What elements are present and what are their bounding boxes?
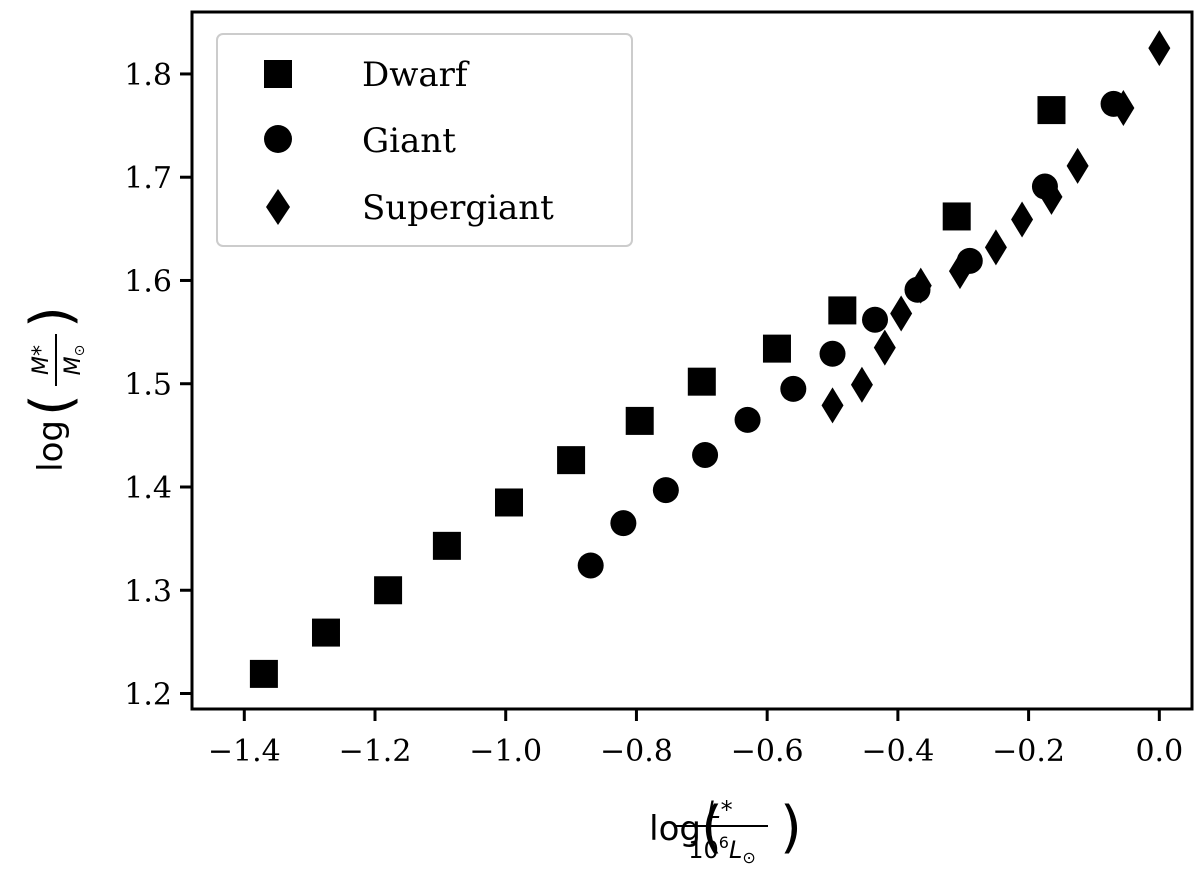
x-tick-label: −0.4 bbox=[861, 734, 934, 769]
y-axis-label-text: log bbox=[31, 420, 71, 472]
y-axis-label-close-paren: ) bbox=[19, 306, 84, 328]
y-axis-label-numerator: M* bbox=[29, 345, 54, 375]
data-point-supergiant bbox=[850, 366, 873, 403]
data-point-dwarf bbox=[625, 406, 654, 435]
data-point-supergiant bbox=[984, 229, 1007, 266]
x-tick-label: 0.0 bbox=[1135, 734, 1183, 769]
y-tick-label: 1.3 bbox=[124, 574, 172, 609]
x-tick-label: −1.4 bbox=[208, 734, 281, 769]
x-axis-label-fraction: L* bbox=[707, 796, 732, 824]
legend-marker-dwarf bbox=[264, 60, 292, 88]
data-point-supergiant bbox=[821, 387, 844, 424]
data-point-supergiant bbox=[909, 267, 932, 304]
data-point-dwarf bbox=[687, 367, 716, 396]
legend-box bbox=[216, 33, 633, 247]
data-point-supergiant bbox=[948, 253, 971, 290]
data-point-dwarf bbox=[762, 334, 791, 363]
data-point-supergiant bbox=[1040, 178, 1063, 215]
data-point-dwarf bbox=[374, 576, 403, 605]
y-tick-label: 1.2 bbox=[124, 678, 172, 713]
data-point-supergiant bbox=[873, 329, 896, 366]
data-point-giant bbox=[610, 510, 637, 537]
x-tick-label: −1.0 bbox=[469, 734, 542, 769]
y-axis-label-open-paren: ( bbox=[19, 394, 84, 416]
data-point-giant bbox=[780, 375, 807, 402]
legend: Dwarf Giant Supergiant bbox=[216, 33, 633, 247]
data-point-giant bbox=[862, 306, 889, 333]
x-tick-label: −0.8 bbox=[600, 734, 673, 769]
data-point-supergiant bbox=[1148, 30, 1171, 67]
data-point-supergiant bbox=[1011, 201, 1034, 238]
y-tick-label: 1.7 bbox=[124, 161, 172, 196]
legend-label-dwarf: Dwarf bbox=[362, 55, 470, 95]
points-layer bbox=[249, 30, 1171, 688]
plot-frame bbox=[190, 10, 1194, 711]
legend-label-supergiant: Supergiant bbox=[362, 188, 554, 228]
data-point-dwarf bbox=[828, 296, 857, 325]
data-point-supergiant bbox=[1112, 90, 1135, 127]
data-point-giant bbox=[819, 340, 846, 367]
y-axis-label: log ( M* M⊙ ) bbox=[19, 306, 88, 472]
y-axis-label-denominator: M⊙ bbox=[61, 345, 88, 376]
data-point-giant bbox=[652, 477, 679, 504]
y-tick-label: 1.5 bbox=[124, 368, 172, 403]
data-point-dwarf bbox=[432, 531, 461, 560]
x-axis-label: log( L* 106L⊙ ) bbox=[649, 795, 802, 867]
data-point-dwarf bbox=[311, 618, 340, 647]
y-tick-label: 1.6 bbox=[124, 264, 172, 299]
data-point-dwarf bbox=[557, 446, 586, 475]
x-tick-label: −0.2 bbox=[992, 734, 1065, 769]
y-tick-label: 1.4 bbox=[124, 471, 172, 506]
data-point-dwarf bbox=[249, 659, 278, 688]
legend-marker-giant bbox=[264, 125, 292, 153]
legend-label-giant: Giant bbox=[362, 121, 456, 161]
data-point-supergiant bbox=[890, 295, 913, 332]
data-point-giant bbox=[577, 552, 604, 579]
data-point-giant bbox=[692, 441, 719, 468]
y-tick-label: 1.8 bbox=[124, 58, 172, 93]
data-point-dwarf bbox=[942, 202, 971, 231]
ticks-layer: −1.4 −1.2 −1.0 −0.8 −0.6 −0.4 −0.2 0.0 1.2 1.3 1.4… bbox=[124, 58, 1183, 769]
x-tick-label: −0.6 bbox=[731, 734, 804, 769]
x-axis-label-denominator: 106L⊙ bbox=[688, 833, 756, 867]
x-tick-label: −1.2 bbox=[339, 734, 412, 769]
data-point-supergiant bbox=[1066, 147, 1089, 184]
x-axis-label-close-paren: ) bbox=[780, 795, 802, 860]
data-point-dwarf bbox=[494, 488, 523, 517]
data-point-giant bbox=[734, 406, 761, 433]
legend-marker-supergiant bbox=[266, 189, 290, 225]
data-point-dwarf bbox=[1037, 96, 1066, 125]
x-axis-label-text: log( bbox=[649, 795, 723, 860]
